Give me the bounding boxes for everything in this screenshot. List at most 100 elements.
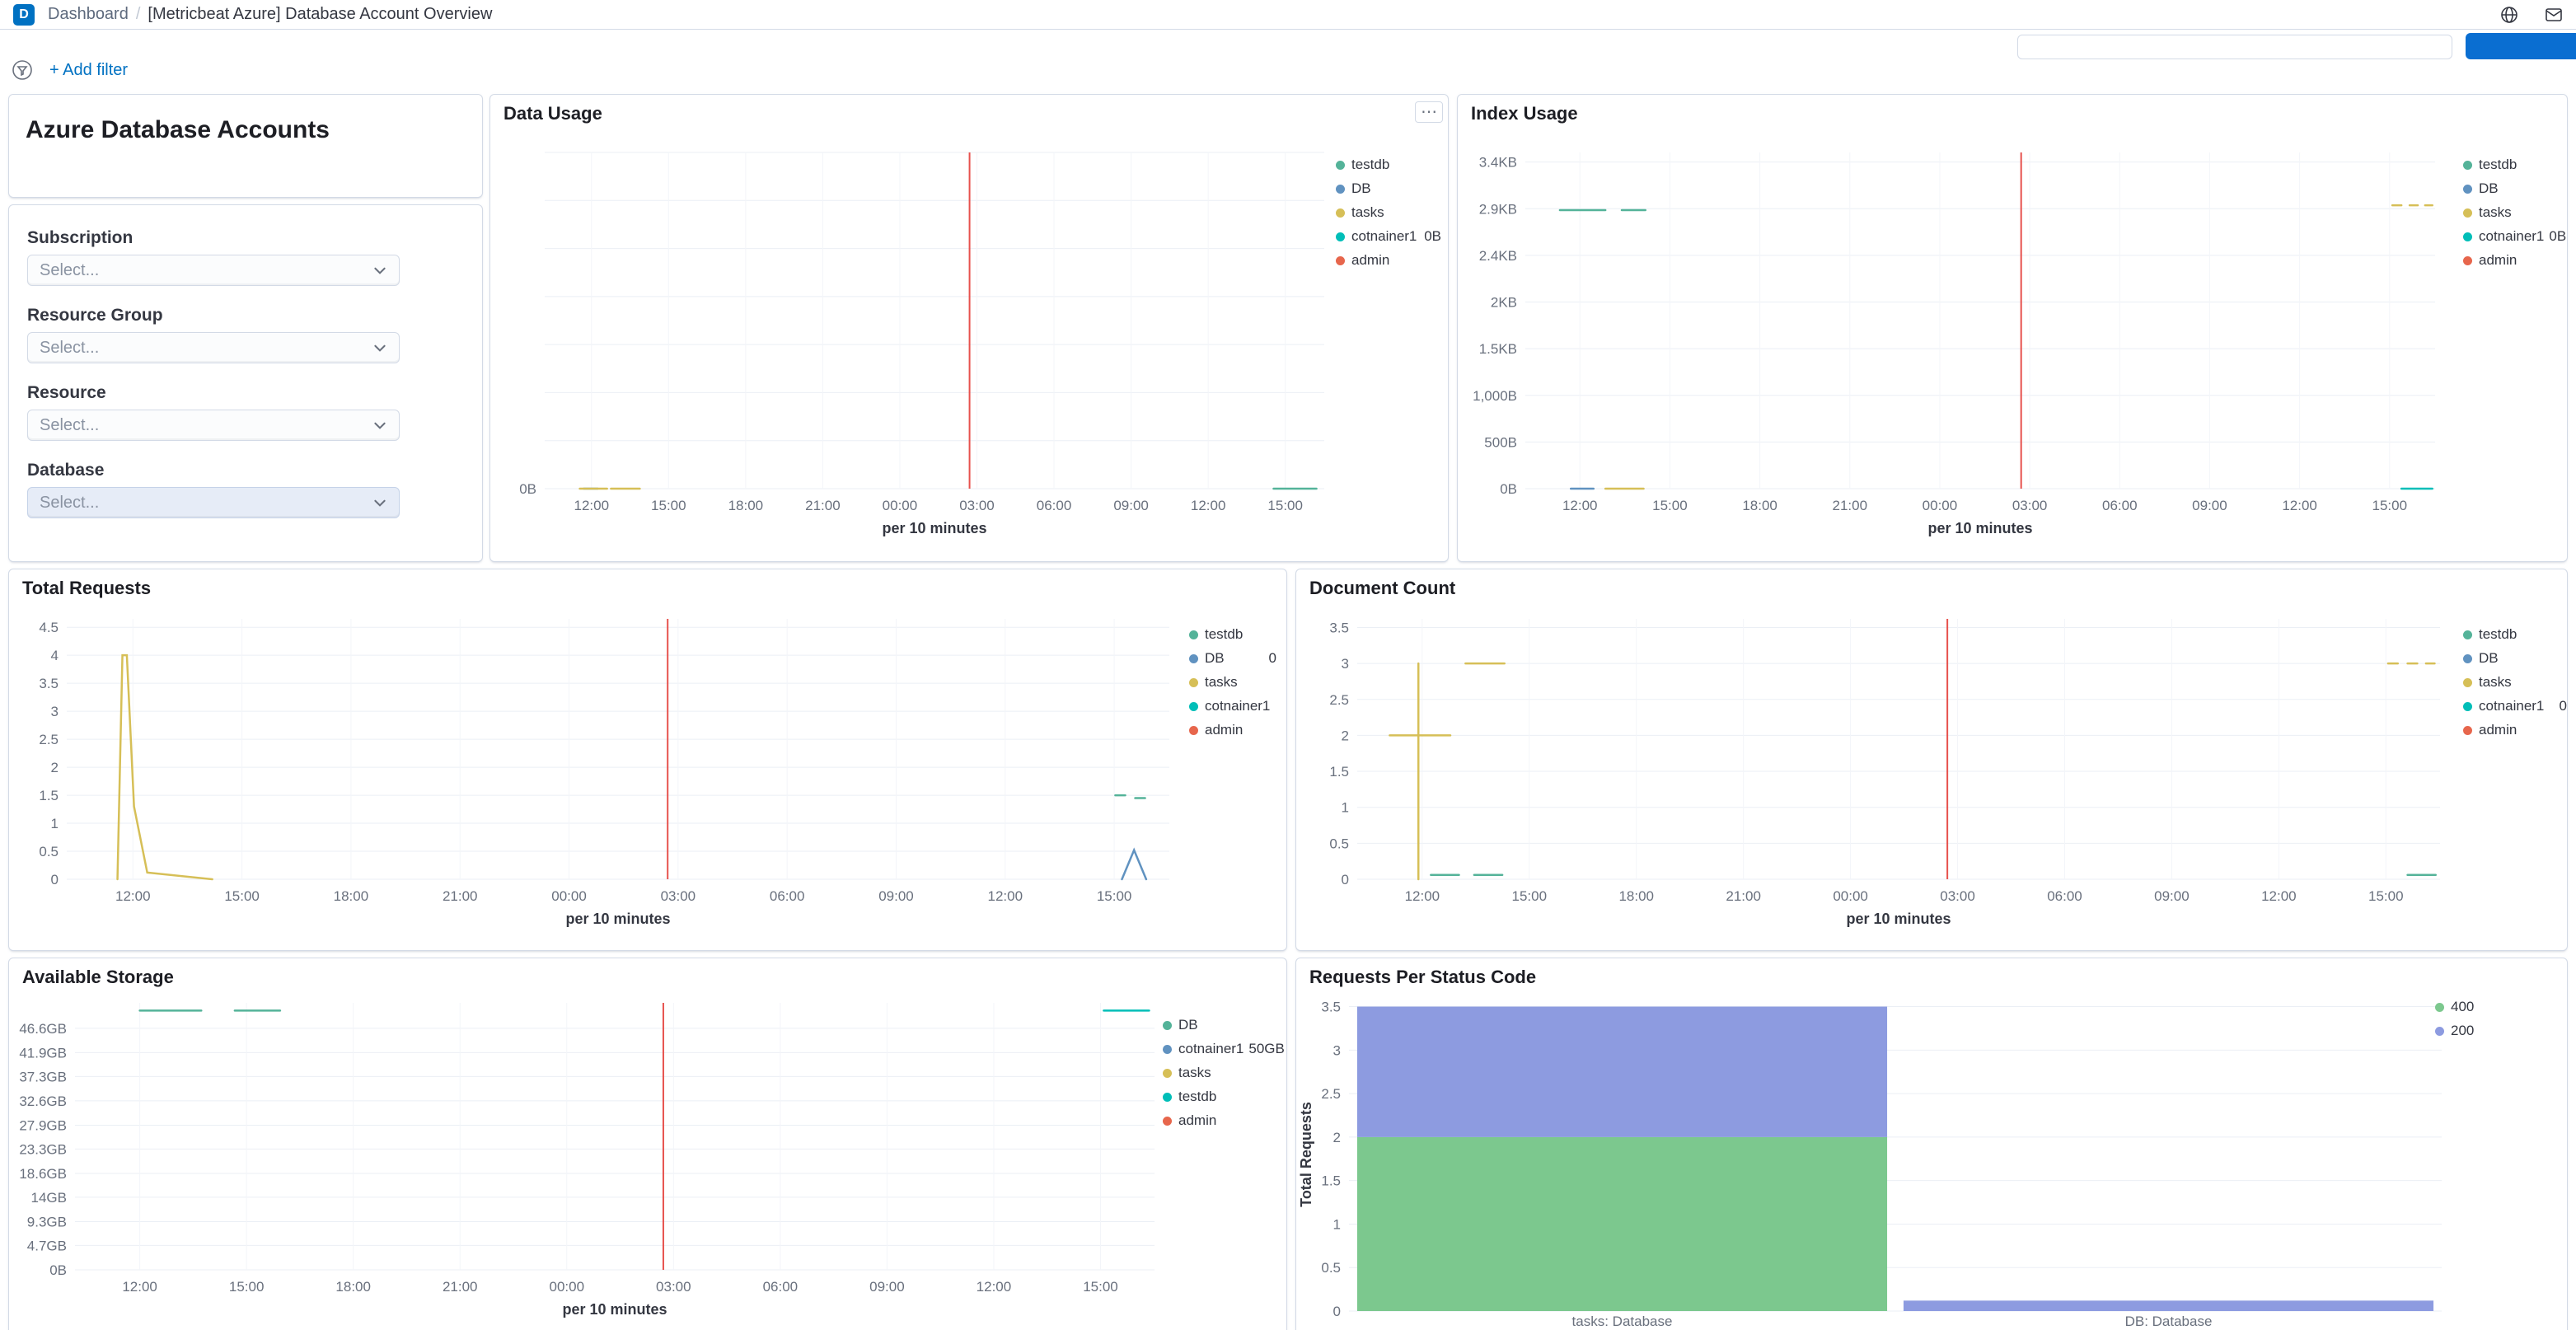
legend-dot xyxy=(1336,184,1345,194)
mail-icon[interactable] xyxy=(2543,4,2564,26)
panel-options-button[interactable]: ⋯ xyxy=(1415,101,1443,123)
svg-text:14GB: 14GB xyxy=(31,1190,67,1206)
svg-text:12:00: 12:00 xyxy=(1562,498,1598,513)
svg-text:12:00: 12:00 xyxy=(115,888,151,904)
control-label: Subscription xyxy=(27,228,133,247)
legend-dot xyxy=(2463,255,2472,265)
app-logo[interactable]: D xyxy=(13,3,35,26)
breadcrumb-current: [Metricbeat Azure] Database Account Over… xyxy=(148,5,493,23)
legend-dot xyxy=(2463,208,2472,218)
svg-text:09:00: 09:00 xyxy=(2192,498,2227,513)
time-picker[interactable] xyxy=(2017,35,2452,59)
legend-label: DB xyxy=(1351,180,1371,196)
legend-item[interactable]: DB 0 xyxy=(1189,650,1276,666)
svg-text:2.5: 2.5 xyxy=(39,732,59,747)
select-placeholder: Select... xyxy=(40,415,100,434)
legend-label: testdb xyxy=(2479,157,2517,172)
legend-item[interactable]: tasks xyxy=(1189,674,1276,690)
svg-text:0: 0 xyxy=(1342,872,1349,887)
data-usage-chart: 0B 12:00 15:00 18:00 21:00 00:00 03:00 06:00 09:… xyxy=(490,95,1448,561)
filter-bar: + Add filter xyxy=(12,58,128,82)
svg-text:18.6GB: 18.6GB xyxy=(19,1166,67,1182)
svg-text:4.5: 4.5 xyxy=(39,620,59,635)
legend-item[interactable]: DB xyxy=(1336,180,1441,196)
legend-label: DB xyxy=(2479,180,2499,196)
update-button[interactable] xyxy=(2466,33,2576,59)
svg-text:00:00: 00:00 xyxy=(1923,498,1958,513)
legend-item[interactable]: admin xyxy=(1163,1112,1272,1128)
legend-item[interactable]: admin xyxy=(1336,252,1441,268)
svg-text:21:00: 21:00 xyxy=(443,888,478,904)
filter-icon[interactable] xyxy=(12,59,33,81)
svg-text:per 10 minutes: per 10 minutes xyxy=(562,1301,667,1318)
chevron-down-icon xyxy=(374,344,386,352)
legend-item[interactable]: 200 xyxy=(2435,1023,2504,1038)
subscription-select[interactable]: Select... xyxy=(27,255,400,286)
panel-markdown: Azure Database Accounts xyxy=(8,94,483,198)
control-label: Database xyxy=(27,461,105,480)
legend-item[interactable]: cotnainer1 0B xyxy=(2463,228,2566,244)
legend-item[interactable]: cotnainer1 xyxy=(1189,698,1276,714)
legend-item[interactable]: cotnainer1 0B xyxy=(1336,228,1441,244)
panel-title: Available Storage xyxy=(22,967,174,987)
add-filter-link[interactable]: + Add filter xyxy=(49,60,129,79)
legend-dot xyxy=(1336,255,1345,265)
legend-item[interactable]: cotnainer1 0 xyxy=(2463,698,2567,714)
resource-select[interactable]: Select... xyxy=(27,410,400,441)
legend-item[interactable]: admin xyxy=(1189,722,1276,738)
legend-item[interactable]: cotnainer1 50GB xyxy=(1163,1041,1285,1056)
svg-text:09:00: 09:00 xyxy=(1113,498,1149,513)
legend-item[interactable]: testdb xyxy=(1189,626,1276,642)
legend-item[interactable]: DB xyxy=(2463,180,2565,196)
svg-text:0B: 0B xyxy=(49,1262,67,1278)
svg-text:18:00: 18:00 xyxy=(728,498,764,513)
svg-text:per 10 minutes: per 10 minutes xyxy=(565,911,670,927)
svg-text:00:00: 00:00 xyxy=(1833,888,1868,904)
legend-item[interactable]: DB xyxy=(1163,1017,1272,1033)
legend-value: 0B xyxy=(1424,228,1441,244)
legend-item[interactable]: testdb xyxy=(2463,157,2565,172)
legend-dot xyxy=(2463,232,2472,241)
breadcrumb-dashboard[interactable]: Dashboard xyxy=(48,5,129,23)
legend-label: admin xyxy=(2479,722,2517,738)
svg-text:18:00: 18:00 xyxy=(1742,498,1777,513)
svg-text:3.5: 3.5 xyxy=(1321,1000,1341,1015)
chart-legend: DB cotnainer1 50GB tasks testdb admin xyxy=(1163,1017,1285,1128)
document-count-chart: 3.5 3 2.5 2 1.5 1 0.5 0 12:00 15:00 18:00 21:00 00:0… xyxy=(1296,569,2567,950)
database-select[interactable]: Select... xyxy=(27,487,400,518)
legend-label: tasks xyxy=(2479,674,2512,690)
svg-text:15:00: 15:00 xyxy=(1512,888,1548,904)
legend-dot xyxy=(1163,1044,1172,1054)
panel-controls: Subscription Select... Resource Group Selec… xyxy=(8,204,483,562)
legend-item[interactable]: 400 xyxy=(2435,999,2504,1014)
legend-item[interactable]: tasks xyxy=(1163,1065,1272,1080)
svg-text:32.6GB: 32.6GB xyxy=(19,1094,67,1109)
legend-item[interactable]: testdb xyxy=(1163,1089,1272,1104)
legend-item[interactable]: tasks xyxy=(2463,204,2565,220)
svg-text:15:00: 15:00 xyxy=(1652,498,1688,513)
resource-group-select[interactable]: Select... xyxy=(27,332,400,363)
legend-label: tasks xyxy=(1205,674,1238,690)
markdown-title: Azure Database Accounts xyxy=(26,116,330,143)
legend-item[interactable]: testdb xyxy=(1336,157,1441,172)
globe-icon[interactable] xyxy=(2499,4,2520,26)
top-header: D Dashboard / [Metricbeat Azure] Databas… xyxy=(0,0,2576,30)
legend-item[interactable]: DB xyxy=(2463,650,2567,666)
legend-dot xyxy=(1163,1068,1172,1078)
legend-item[interactable]: tasks xyxy=(1336,204,1441,220)
legend-label: cotnainer1 xyxy=(2479,698,2545,714)
legend-label: 400 xyxy=(2451,999,2475,1014)
header-icons xyxy=(2499,4,2564,26)
svg-text:03:00: 03:00 xyxy=(1940,888,1975,904)
legend-item[interactable]: admin xyxy=(2463,722,2567,738)
svg-text:12:00: 12:00 xyxy=(574,498,609,513)
panel-title: Requests Per Status Code xyxy=(1309,967,1537,987)
legend-item[interactable]: tasks xyxy=(2463,674,2567,690)
svg-text:12:00: 12:00 xyxy=(1191,498,1226,513)
svg-text:06:00: 06:00 xyxy=(2102,498,2138,513)
legend-dot xyxy=(1336,208,1345,218)
legend-item[interactable]: admin xyxy=(2463,252,2565,268)
svg-text:37.3GB: 37.3GB xyxy=(19,1069,67,1084)
legend-dot xyxy=(2463,184,2472,194)
legend-item[interactable]: testdb xyxy=(2463,626,2567,642)
